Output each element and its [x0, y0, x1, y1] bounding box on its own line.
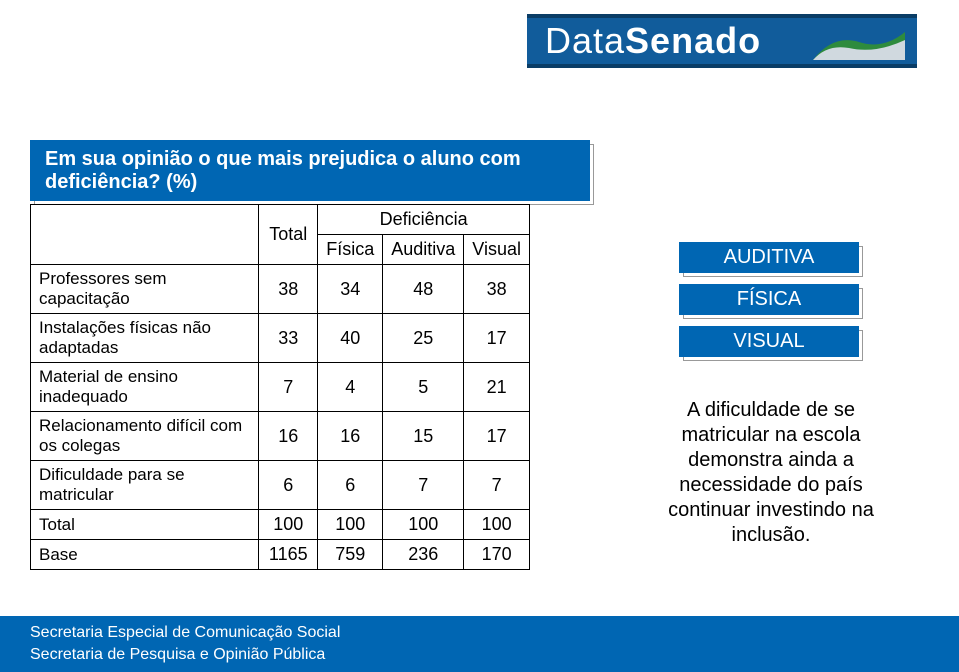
cell: 100 — [464, 510, 530, 540]
cell: 34 — [318, 265, 383, 314]
cell: 170 — [464, 540, 530, 570]
question-title: Em sua opinião o que mais prejudica o al… — [30, 140, 590, 201]
footer-line2: Secretaria de Pesquisa e Opinião Pública — [30, 644, 959, 666]
side-box-auditiva: AUDITIVA — [679, 242, 859, 273]
col-total-header: Total — [259, 205, 318, 265]
cell: 6 — [318, 461, 383, 510]
side-note-text: A dificuldade de se matricular na escola… — [641, 398, 901, 548]
subcol-0: Física — [318, 235, 383, 265]
col-group-header: Deficiência — [318, 205, 530, 235]
cell: 48 — [383, 265, 464, 314]
cell: 38 — [259, 265, 318, 314]
data-table: Total Deficiência Física Auditiva Visual… — [30, 204, 530, 570]
cell: 100 — [318, 510, 383, 540]
table-row: Relacionamento difícil com os colegas 16… — [31, 412, 530, 461]
cell: 100 — [383, 510, 464, 540]
cell: 1165 — [259, 540, 318, 570]
row-label: Base — [31, 540, 259, 570]
cell: 15 — [383, 412, 464, 461]
row-label: Total — [31, 510, 259, 540]
cell: 7 — [464, 461, 530, 510]
cell: 21 — [464, 363, 530, 412]
subcol-1: Auditiva — [383, 235, 464, 265]
table-row: Dificuldade para se matricular 6 6 7 7 — [31, 461, 530, 510]
cell: 236 — [383, 540, 464, 570]
brand-logo-icon — [813, 26, 905, 60]
row-label: Relacionamento difícil com os colegas — [31, 412, 259, 461]
cell: 33 — [259, 314, 318, 363]
table-row: Material de ensino inadequado 7 4 5 21 — [31, 363, 530, 412]
cell: 17 — [464, 412, 530, 461]
table-row: Professores sem capacitação 38 34 48 38 — [31, 265, 530, 314]
subcol-2: Visual — [464, 235, 530, 265]
row-label: Dificuldade para se matricular — [31, 461, 259, 510]
brand-part1: Data — [545, 20, 625, 61]
row-label: Instalações físicas não adaptadas — [31, 314, 259, 363]
cell: 5 — [383, 363, 464, 412]
table-corner-blank — [31, 205, 259, 265]
row-label: Professores sem capacitação — [31, 265, 259, 314]
cell: 25 — [383, 314, 464, 363]
brand-part2: Senado — [625, 20, 761, 61]
cell: 6 — [259, 461, 318, 510]
cell: 38 — [464, 265, 530, 314]
cell: 100 — [259, 510, 318, 540]
table-row: Instalações físicas não adaptadas 33 40 … — [31, 314, 530, 363]
side-box-fisica: FÍSICA — [679, 284, 859, 315]
cell: 7 — [259, 363, 318, 412]
table-row: Base 1165 759 236 170 — [31, 540, 530, 570]
cell: 4 — [318, 363, 383, 412]
cell: 40 — [318, 314, 383, 363]
row-label: Material de ensino inadequado — [31, 363, 259, 412]
brand-text: DataSenado — [545, 20, 761, 62]
cell: 7 — [383, 461, 464, 510]
cell: 16 — [259, 412, 318, 461]
cell: 759 — [318, 540, 383, 570]
brand-header: DataSenado — [527, 14, 917, 68]
cell: 16 — [318, 412, 383, 461]
table-row: Total 100 100 100 100 — [31, 510, 530, 540]
footer-bar: Secretaria Especial de Comunicação Socia… — [0, 616, 959, 672]
footer-line1: Secretaria Especial de Comunicação Socia… — [30, 622, 959, 644]
side-box-visual: VISUAL — [679, 326, 859, 357]
cell: 17 — [464, 314, 530, 363]
